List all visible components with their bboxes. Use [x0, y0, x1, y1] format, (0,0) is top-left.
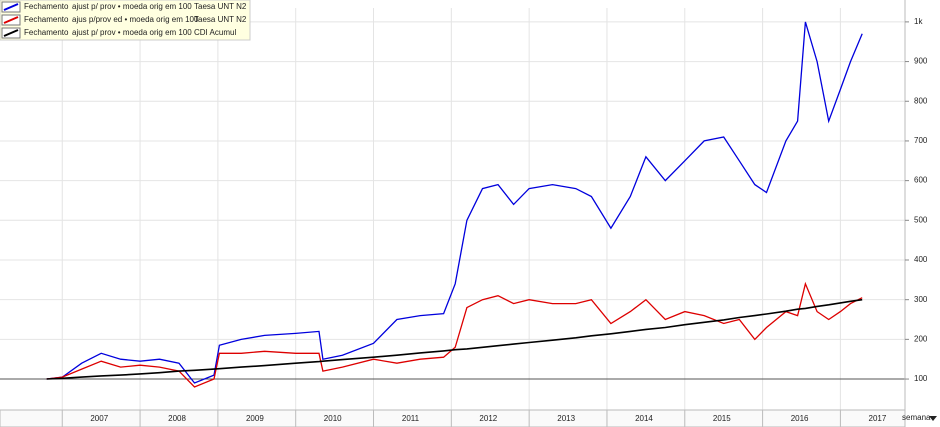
y-tick-label: 500 — [914, 215, 928, 224]
legend-entry: Taesa UNT N2 — [194, 15, 247, 24]
y-tick-label: 700 — [914, 136, 928, 145]
series-line — [46, 298, 863, 380]
legend-measure: Fechamento — [24, 2, 69, 11]
x-tick-label: 2010 — [324, 414, 342, 423]
x-tick-label: 2017 — [869, 414, 887, 423]
legend-adjustment: ajust p/ prov • moeda orig em 100 — [72, 2, 192, 11]
legend: Fechamento ajust p/ prov • moeda orig em … — [0, 0, 251, 41]
y-tick-label: 600 — [914, 176, 928, 185]
x-tick-label: 2015 — [713, 414, 731, 423]
x-tick-label: 2009 — [246, 414, 264, 423]
lines — [46, 21, 863, 388]
grid — [0, 8, 905, 410]
x-tick-label: 2011 — [402, 414, 420, 423]
y-tick-label: 800 — [914, 96, 928, 105]
legend-swatch — [3, 16, 19, 24]
x-tick-label: 2013 — [557, 414, 575, 423]
legend-measure: Fechamento — [24, 28, 69, 37]
dropdown-arrow[interactable] — [929, 416, 937, 421]
y-tick-label: 900 — [914, 57, 928, 66]
series-line — [46, 281, 863, 388]
x-tick-label: 2007 — [90, 414, 108, 423]
legend-measure: Fechamento — [24, 15, 69, 24]
legend-box — [0, 0, 251, 41]
interval-label[interactable]: semana — [902, 413, 931, 422]
x-axis-band — [0, 409, 906, 427]
legend-swatch — [3, 3, 19, 11]
legend-swatch — [3, 29, 19, 37]
y-tick-label: 1k — [914, 17, 923, 26]
series-line — [46, 21, 863, 384]
y-tick-label: 200 — [914, 334, 928, 343]
legend-adjustment: ajus p/prov ed • moeda orig em 100 — [72, 15, 199, 24]
x-tick-label: 2016 — [791, 414, 809, 423]
y-tick-label: 400 — [914, 255, 928, 264]
x-tick-label: 2014 — [635, 414, 653, 423]
legend-adjustment: ajust p/ prov • moeda orig em 100 — [72, 28, 192, 37]
x-tick-label: 2008 — [168, 414, 186, 423]
y-tick-label: 300 — [914, 295, 928, 304]
y-tick-label: 100 — [914, 374, 928, 383]
x-tick-label: 2012 — [479, 414, 497, 423]
legend-entry: CDI Acumul — [194, 28, 236, 37]
interval-selector[interactable]: semana — [902, 413, 937, 422]
legend-entry: Taesa UNT N2 — [194, 2, 247, 11]
